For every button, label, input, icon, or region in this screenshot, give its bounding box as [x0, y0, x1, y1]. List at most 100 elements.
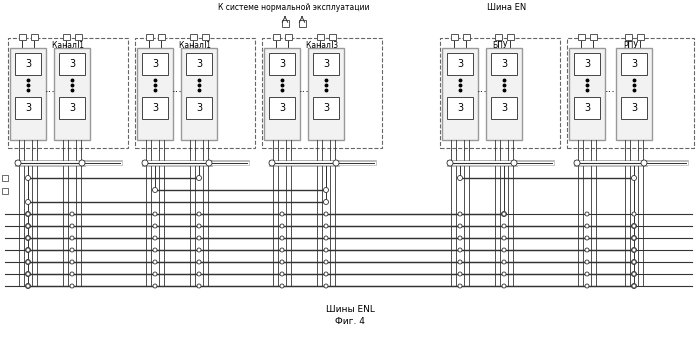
Bar	[442, 48, 478, 140]
Circle shape	[585, 236, 589, 240]
Bar	[450, 34, 458, 40]
Circle shape	[631, 236, 637, 240]
Circle shape	[631, 176, 637, 180]
Circle shape	[153, 284, 157, 288]
Bar	[186, 53, 212, 75]
Circle shape	[458, 272, 462, 276]
Bar	[62, 34, 69, 40]
Bar	[8, 38, 128, 148]
Bar	[2, 188, 8, 194]
Circle shape	[26, 236, 30, 240]
Circle shape	[502, 236, 506, 240]
Circle shape	[25, 176, 31, 180]
Circle shape	[153, 212, 157, 216]
Bar	[589, 34, 596, 40]
Circle shape	[458, 212, 462, 216]
Circle shape	[631, 247, 637, 253]
Bar	[317, 34, 324, 40]
Circle shape	[458, 248, 462, 252]
Text: 3: 3	[323, 103, 329, 113]
Bar	[10, 48, 46, 140]
Circle shape	[70, 212, 74, 216]
Circle shape	[197, 284, 201, 288]
Circle shape	[502, 272, 506, 276]
Bar	[15, 53, 41, 75]
Circle shape	[26, 224, 30, 228]
Circle shape	[25, 247, 31, 253]
Circle shape	[15, 160, 21, 166]
Circle shape	[79, 160, 85, 166]
Circle shape	[280, 236, 284, 240]
Circle shape	[333, 160, 339, 166]
Bar	[494, 34, 501, 40]
Bar	[137, 48, 173, 140]
Text: ...: ...	[477, 84, 487, 94]
Circle shape	[70, 260, 74, 264]
Circle shape	[631, 283, 637, 288]
Bar	[486, 48, 522, 140]
Circle shape	[197, 212, 201, 216]
Circle shape	[511, 160, 517, 166]
Circle shape	[70, 248, 74, 252]
Circle shape	[25, 223, 31, 228]
Bar	[189, 34, 196, 40]
Bar	[59, 97, 85, 119]
Bar	[264, 48, 300, 140]
Circle shape	[153, 236, 157, 240]
Circle shape	[585, 260, 589, 264]
Text: К системе нормальной эксплуатации: К системе нормальной эксплуатации	[218, 2, 369, 12]
Bar	[569, 48, 605, 140]
Text: РПУ: РПУ	[623, 40, 638, 49]
Circle shape	[280, 224, 284, 228]
Text: Шины ENL: Шины ENL	[326, 305, 375, 315]
Circle shape	[70, 284, 74, 288]
Circle shape	[280, 212, 284, 216]
Bar	[329, 34, 336, 40]
Circle shape	[458, 284, 462, 288]
Circle shape	[197, 248, 201, 252]
Bar	[621, 53, 647, 75]
Bar	[447, 53, 473, 75]
Bar	[262, 38, 382, 148]
Circle shape	[632, 272, 636, 276]
Bar	[624, 34, 631, 40]
Circle shape	[153, 224, 157, 228]
Circle shape	[25, 199, 31, 204]
Circle shape	[631, 223, 637, 228]
Text: 3: 3	[69, 59, 75, 69]
Text: 3: 3	[196, 59, 202, 69]
Circle shape	[324, 260, 328, 264]
Circle shape	[197, 260, 201, 264]
Bar	[491, 97, 517, 119]
Circle shape	[25, 212, 31, 217]
Circle shape	[324, 248, 328, 252]
Bar	[491, 53, 517, 75]
Circle shape	[70, 272, 74, 276]
Bar	[313, 53, 339, 75]
Bar	[59, 53, 85, 75]
Circle shape	[631, 272, 637, 277]
Circle shape	[280, 260, 284, 264]
Text: ...: ...	[171, 84, 182, 94]
Bar	[440, 38, 560, 148]
Circle shape	[197, 224, 201, 228]
Circle shape	[26, 212, 30, 216]
Circle shape	[641, 160, 647, 166]
Bar	[298, 20, 305, 27]
Circle shape	[502, 212, 506, 216]
Circle shape	[324, 272, 328, 276]
Circle shape	[197, 236, 201, 240]
Bar	[157, 34, 164, 40]
Circle shape	[153, 260, 157, 264]
Circle shape	[26, 284, 30, 288]
Circle shape	[324, 187, 329, 193]
Circle shape	[585, 248, 589, 252]
Text: 3: 3	[69, 103, 75, 113]
Bar	[463, 34, 470, 40]
Circle shape	[458, 224, 462, 228]
Circle shape	[25, 259, 31, 264]
Bar	[2, 175, 8, 181]
Bar	[282, 20, 289, 27]
Bar	[269, 53, 295, 75]
Circle shape	[280, 272, 284, 276]
